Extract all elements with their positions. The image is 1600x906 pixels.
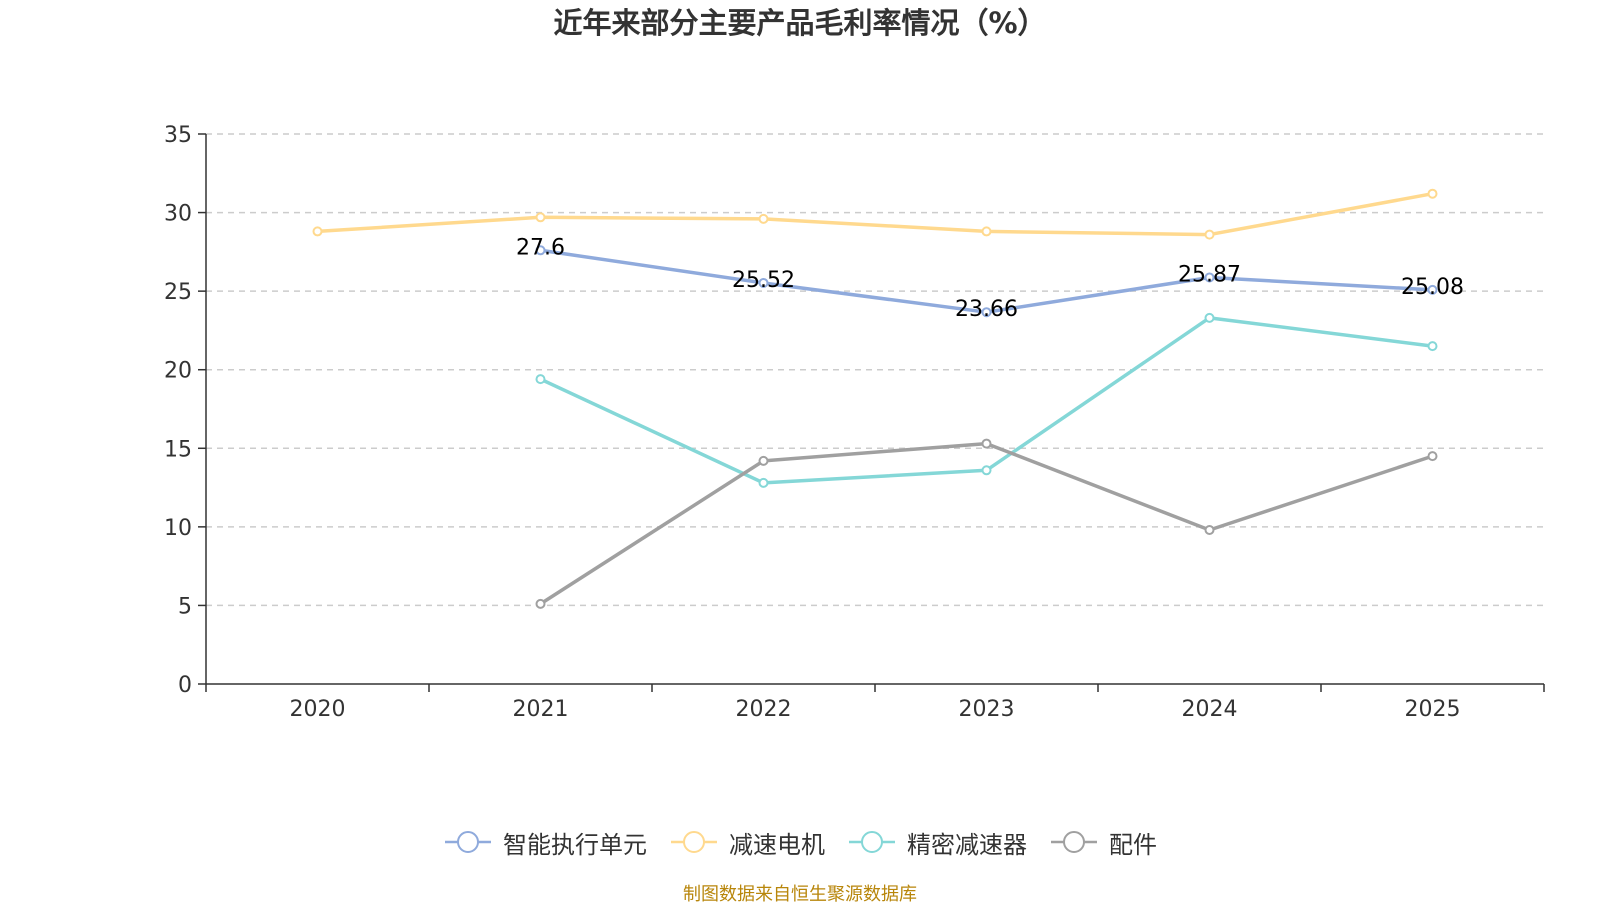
x-tick-label: 2024 <box>1182 697 1238 722</box>
chart-title: 近年来部分主要产品毛利率情况（%） <box>553 6 1047 40</box>
data-point <box>1427 451 1438 462</box>
y-tick-label: 30 <box>164 202 192 227</box>
data-point <box>535 598 546 609</box>
data-point <box>981 307 992 318</box>
legend-label: 减速电机 <box>729 830 825 859</box>
y-tick-label: 25 <box>164 280 192 305</box>
data-point <box>1204 272 1215 283</box>
data-point <box>535 245 546 256</box>
series-line-2 <box>538 316 1435 485</box>
series-line-1 <box>315 191 1435 237</box>
data-label: 25.52 <box>732 268 795 293</box>
x-tick-label: 2022 <box>736 697 792 722</box>
data-point <box>535 374 546 385</box>
y-tick-label: 35 <box>164 123 192 148</box>
y-tick-label: 10 <box>164 516 192 541</box>
legend-label: 智能执行单元 <box>503 830 647 859</box>
legend-item[interactable]: 智能执行单元 <box>443 825 647 860</box>
y-tick-label: 5 <box>178 594 192 619</box>
data-point <box>1204 312 1215 323</box>
legend-item[interactable]: 配件 <box>1049 825 1157 860</box>
x-tick-label: 2025 <box>1405 697 1461 722</box>
legend-item[interactable]: 减速电机 <box>669 825 825 860</box>
data-point <box>758 213 769 224</box>
y-tick-label: 20 <box>164 359 192 384</box>
data-point <box>1427 284 1438 295</box>
legend-label: 配件 <box>1109 830 1157 859</box>
data-label: 25.87 <box>1178 262 1241 287</box>
legend-label: 精密减速器 <box>907 830 1027 859</box>
data-point <box>1427 188 1438 199</box>
data-label: 23.66 <box>955 297 1018 322</box>
x-tick-label: 2021 <box>513 697 569 722</box>
chart-legend: 智能执行单元 减速电机 精密减速器 配件 <box>0 822 1600 862</box>
data-point <box>758 455 769 466</box>
x-tick-label: 2020 <box>290 697 346 722</box>
data-point <box>758 277 769 288</box>
data-point <box>1427 341 1438 352</box>
legend-swatch <box>849 831 895 853</box>
source-note: 制图数据来自恒生聚源数据库 <box>683 884 917 905</box>
y-tick-label: 0 <box>178 673 192 698</box>
legend-item[interactable]: 精密减速器 <box>847 825 1027 860</box>
data-point <box>758 477 769 488</box>
data-point <box>1204 525 1215 535</box>
data-label: 27.6 <box>516 235 565 260</box>
data-point <box>981 226 992 237</box>
data-point <box>312 226 323 237</box>
x-tick-label: 2023 <box>959 697 1015 722</box>
legend-swatch <box>1051 831 1097 853</box>
y-tick-label: 15 <box>164 437 192 462</box>
data-point <box>535 212 546 223</box>
data-label: 25.08 <box>1401 275 1464 300</box>
legend-swatch <box>671 831 717 853</box>
data-point <box>981 438 992 449</box>
data-point <box>1204 229 1215 240</box>
data-point <box>981 465 992 476</box>
legend-swatch <box>445 831 491 853</box>
